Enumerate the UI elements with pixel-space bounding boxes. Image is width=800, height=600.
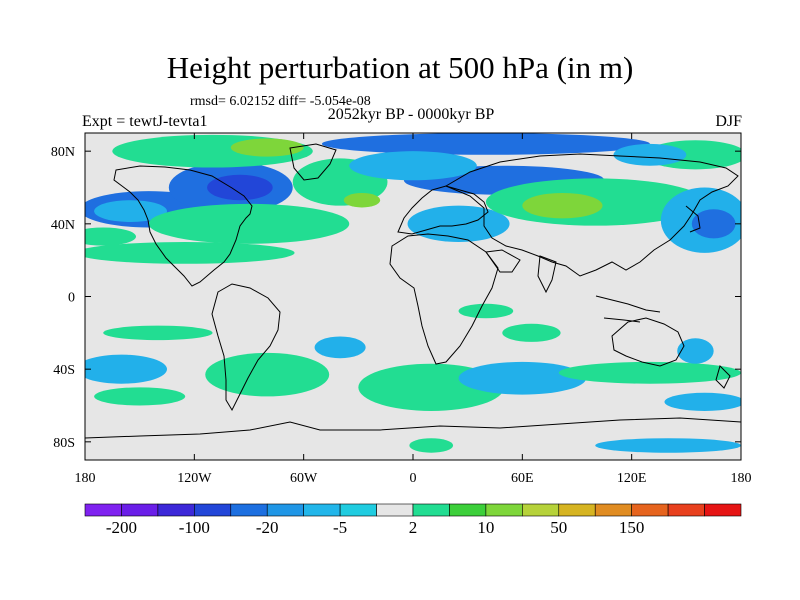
lat-tick-label: 80S [53, 436, 75, 451]
field-blob-22 [85, 354, 167, 384]
colorbar-swatch [376, 503, 414, 517]
coastline-antarctica [85, 417, 741, 439]
coastline-south-america [211, 283, 281, 412]
colorbar-swatch [594, 503, 632, 517]
experiment-label: Expt = tewtJ-tevta1 [82, 113, 208, 130]
colorbar-swatch [84, 503, 122, 517]
lon-tick-label: 180 [731, 471, 752, 486]
coastline-india [537, 255, 557, 294]
field-blob-34 [595, 438, 741, 453]
lon-tick-label: 120W [177, 471, 212, 486]
coastline-asia [444, 153, 739, 277]
lat-tick-label: 80N [51, 145, 75, 160]
colorbar-label: -20 [256, 518, 279, 537]
lat-tick-label: 40S [53, 363, 75, 378]
coastline-north-america [113, 165, 253, 287]
field-blob-1 [94, 200, 167, 223]
field-blob-24 [205, 352, 330, 397]
colorbar-label: 10 [477, 518, 494, 537]
lon-tick-label: 180 [75, 471, 96, 486]
field-blob-33 [409, 438, 454, 453]
coastline-new-zealand [715, 365, 731, 389]
field-blob-2 [85, 227, 137, 246]
coastline-africa [389, 233, 499, 365]
coastline-australia [611, 317, 685, 367]
colorbar-label: 150 [619, 518, 645, 537]
field-blob-29 [458, 303, 514, 319]
colorbar-swatch [230, 503, 268, 517]
season-label: DJF [715, 113, 742, 130]
field-blob-7 [230, 138, 304, 157]
field-blob-23 [94, 387, 186, 406]
field-blob-21 [103, 325, 213, 341]
colorbar-swatch [412, 503, 450, 517]
colorbar-label: -5 [333, 518, 347, 537]
field-blob-8 [148, 203, 350, 244]
lat-tick-label: 40N [51, 218, 75, 233]
colorbar-swatch [667, 503, 705, 517]
colorbar-swatch [704, 503, 742, 517]
colorbar-label: -200 [106, 518, 137, 537]
field-layer [85, 133, 741, 453]
colorbar-swatch [121, 503, 159, 517]
colorbar-swatch [157, 503, 195, 517]
coastline-europe [397, 185, 489, 235]
colorbar-swatch [194, 503, 232, 517]
stats-annotation: rmsd= 6.02152 diff= -5.054e-08 [190, 94, 371, 109]
field-blob-5 [207, 174, 273, 201]
colorbar-label: -100 [179, 518, 210, 537]
colorbar-label: 50 [550, 518, 567, 537]
colorbar-swatch [449, 503, 487, 517]
field-blob-28 [502, 323, 561, 342]
field-blob-20 [613, 143, 687, 166]
field-blob-16 [522, 192, 603, 219]
field-blob-30 [558, 361, 741, 384]
colorbar-swatch [558, 503, 596, 517]
colorbar-label: 2 [409, 518, 418, 537]
field-blob-18 [691, 209, 736, 239]
field-blob-14 [407, 205, 510, 242]
lon-tick-label: 60W [290, 471, 318, 486]
field-blob-25 [314, 336, 366, 359]
coastline-greenland [289, 143, 337, 181]
colorbar-swatch [522, 503, 560, 517]
field-blob-31 [677, 338, 714, 364]
field-blob-13 [349, 151, 477, 181]
field-blob-27 [458, 361, 587, 395]
coastline-arabia [485, 249, 521, 273]
colorbar-swatch [485, 503, 523, 517]
lat-tick-label: 0 [68, 291, 75, 306]
lon-tick-label: 60E [511, 471, 534, 486]
colorbar-swatch [339, 503, 377, 517]
field-blob-3 [85, 242, 295, 264]
field-blob-11 [321, 133, 650, 155]
lon-tick-label: 120E [617, 471, 647, 486]
colorbar-swatch [303, 503, 341, 517]
colorbar: -200 -100 -20 -5 2 10 50 150 [84, 503, 742, 537]
colorbar-swatch [266, 503, 304, 517]
field-blob-10 [343, 192, 381, 208]
period-label: 2052kyr BP - 0000kyr BP [327, 106, 495, 123]
coastline-japan [685, 205, 701, 233]
field-blob-32 [664, 392, 741, 411]
map-axes: 180 120W 60W 0 60E 120E 180 80N 40N 0 40S 80S [51, 133, 752, 486]
colorbar-swatch [631, 503, 669, 517]
chart-title: Height perturbation at 500 hPa (in m) [166, 50, 634, 85]
lon-tick-label: 0 [410, 471, 417, 486]
coastline-indonesia [595, 295, 661, 323]
coastline-layer [85, 143, 741, 439]
